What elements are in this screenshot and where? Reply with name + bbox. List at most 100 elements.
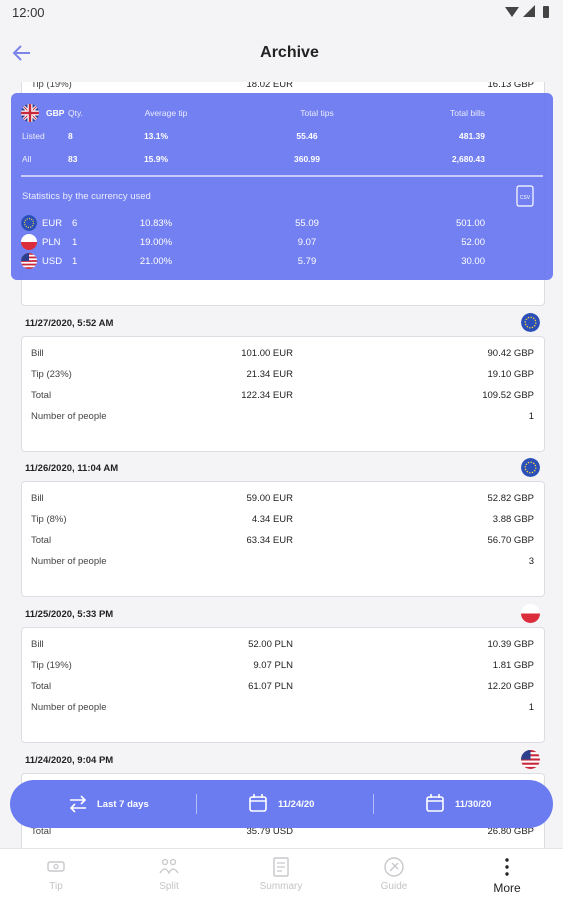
currency-value: 1: [72, 256, 78, 267]
summary-panel: GBP Qty. Average tip Total tips Total bills L…: [11, 93, 553, 280]
gbp-amount: 19.10 GBP: [487, 369, 534, 380]
divider: [196, 794, 197, 814]
status-icons: [505, 5, 549, 18]
currency-value: 1: [72, 237, 78, 248]
title: Archive: [260, 44, 319, 61]
nav-item[interactable]: Guide: [380, 881, 408, 892]
people-count: 1: [528, 702, 534, 713]
row-label: Total: [31, 390, 52, 401]
local-amount: 122.34 EUR: [241, 390, 293, 401]
row-label: Tip (23%): [31, 369, 72, 380]
summary-value: 55.46: [296, 131, 318, 141]
currency-value: 10.83%: [139, 218, 173, 229]
row-label: Bill: [31, 639, 44, 650]
gbp-amount: 52.82 GBP: [487, 493, 534, 504]
row-label: Listed: [22, 131, 45, 141]
entry-date: 11/24/2020, 9:04 PM: [25, 755, 114, 766]
summary-value: 8: [68, 131, 73, 141]
summary-value: 13.1%: [143, 131, 169, 141]
currency-code: USD: [42, 256, 63, 267]
currency-value: 30.00: [461, 256, 485, 267]
nav-icon: [383, 856, 405, 878]
nav-icon: [158, 856, 180, 878]
back-button[interactable]: [12, 44, 32, 62]
currency-code: EUR: [42, 218, 63, 229]
status-bar: 12:00: [0, 0, 563, 25]
clock: 12:00: [12, 5, 45, 20]
currency-value: 5.79: [297, 256, 317, 267]
currency-value: 6: [72, 218, 78, 229]
gbp-amount: 26.80 GBP: [487, 826, 534, 837]
local-amount: 52.00 PLN: [248, 639, 293, 650]
entry-card[interactable]: [21, 336, 545, 452]
gbp-amount: 10.39 GBP: [487, 639, 534, 650]
entry-date: 11/25/2020, 5:33 PM: [25, 609, 114, 620]
to-date[interactable]: 11/30/20: [455, 799, 492, 810]
gbp-amount: 12.20 GBP: [487, 681, 534, 692]
calendar-icon: [249, 794, 267, 812]
local-amount: 4.34 EUR: [251, 514, 293, 525]
range-button[interactable]: Last 7 days: [97, 799, 149, 810]
local-amount: 9.07 PLN: [253, 660, 293, 671]
local-amount: 59.00 EUR: [246, 493, 293, 504]
flag-icon: [521, 750, 540, 769]
nav-item[interactable]: More: [493, 881, 521, 895]
swap-icon: [69, 795, 87, 813]
export-csv-button[interactable]: CSV: [516, 185, 534, 207]
summary-value: 2,680.43: [451, 154, 485, 164]
local-amount: 63.34 EUR: [246, 535, 293, 546]
gbp-amount: 1.81 GBP: [492, 660, 534, 671]
divider: [21, 175, 543, 177]
from-date[interactable]: 11/24/20: [278, 799, 315, 810]
local-amount: 18.02 EUR: [246, 82, 293, 90]
people-count: 1: [528, 411, 534, 422]
nav-item[interactable]: Tip: [49, 881, 63, 892]
nav-icon: [496, 856, 518, 878]
flag-icon: [21, 215, 37, 231]
currency-value: 19.00%: [139, 237, 173, 248]
column-header: Total bills: [450, 108, 485, 118]
gbp-amount: 109.52 GBP: [482, 390, 534, 401]
currency-value: 55.09: [295, 218, 319, 229]
nav-icon: [45, 856, 67, 878]
currency-value: 501.00: [455, 218, 485, 229]
column-header: GBP: [46, 108, 65, 118]
filter-bar: Last 7 days 11/24/20 11/30/20: [10, 780, 553, 828]
local-amount: 35.79 USD: [246, 826, 293, 837]
svg-text:CSV: CSV: [520, 195, 531, 201]
gbp-amount: 16.13 GBP: [487, 82, 534, 90]
row-label: Total: [31, 535, 52, 546]
row-label: Tip (19%): [31, 660, 72, 671]
flag-icon: [521, 604, 540, 623]
flag-icon: [521, 313, 540, 332]
currency-value: 9.07: [297, 237, 317, 248]
summary-value: 83: [68, 154, 78, 164]
entry-card[interactable]: [21, 627, 545, 743]
gbp-amount: 90.42 GBP: [487, 348, 534, 359]
flag-icon: [21, 104, 39, 122]
section-title: Statistics by the currency used: [22, 191, 151, 202]
summary-value: 15.9%: [143, 154, 169, 164]
local-amount: 61.07 PLN: [248, 681, 293, 692]
people-count: 3: [528, 556, 534, 567]
column-header: Total tips: [300, 108, 334, 118]
row-label: Total: [31, 826, 52, 837]
flag-icon: [21, 253, 37, 269]
local-amount: 21.34 EUR: [246, 369, 293, 380]
row-label: Bill: [31, 348, 44, 359]
nav-item[interactable]: Summary: [259, 881, 303, 892]
gbp-amount: 3.88 GBP: [492, 514, 534, 525]
nav-item[interactable]: Split: [159, 881, 179, 892]
entry-date: 11/26/2020, 11:04 AM: [25, 463, 119, 474]
column-header: Average tip: [144, 108, 188, 118]
row-label: Number of people: [31, 556, 107, 567]
flag-icon: [21, 234, 37, 250]
bottom-nav: Tip Split Summary Guide More: [0, 848, 563, 901]
entry-card[interactable]: [21, 481, 545, 597]
currency-code: PLN: [42, 237, 61, 248]
row-label: Tip (8%): [31, 514, 67, 525]
summary-value: 481.39: [459, 131, 485, 141]
entry-date: 11/27/2020, 5:52 AM: [25, 318, 114, 329]
row-label: Number of people: [31, 411, 107, 422]
